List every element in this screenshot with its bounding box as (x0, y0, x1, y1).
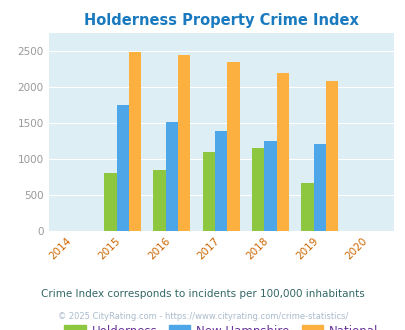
Bar (325, 81, 337, 231)
Bar (104, 173, 116, 231)
Bar (153, 170, 165, 231)
Bar (178, 54, 190, 231)
Bar (252, 148, 264, 231)
Bar (128, 52, 141, 231)
Bar (215, 131, 227, 231)
Bar (227, 62, 239, 231)
Bar (264, 141, 276, 231)
Text: © 2025 CityRating.com - https://www.cityrating.com/crime-statistics/: © 2025 CityRating.com - https://www.city… (58, 312, 347, 321)
Bar (165, 122, 178, 231)
Bar (301, 183, 313, 231)
Bar (202, 152, 215, 231)
Legend: Holderness, New Hampshire, National: Holderness, New Hampshire, National (60, 320, 382, 330)
Title: Holderness Property Crime Index: Holderness Property Crime Index (83, 13, 358, 28)
Bar (313, 144, 325, 231)
Text: Crime Index corresponds to incidents per 100,000 inhabitants: Crime Index corresponds to incidents per… (41, 289, 364, 299)
Bar (116, 105, 128, 231)
Bar (276, 73, 288, 231)
